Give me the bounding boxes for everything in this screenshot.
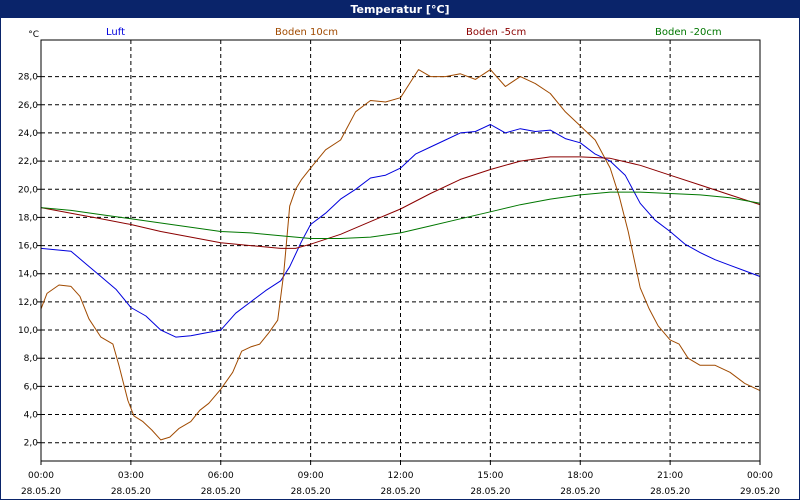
y-tick-label: 12,0 [18,298,38,308]
y-axis-unit: °C [28,30,39,40]
window-title: Temperatur [°C] [1,1,799,18]
series-boden-10cm [40,69,761,441]
y-tick-label: 18,0 [18,213,38,223]
series-boden-minus5cm [40,156,761,249]
x-tick-date: 28.05.20 [201,487,241,497]
series-luft [40,124,761,338]
x-tick-date: 29.05.20 [740,487,780,497]
x-tick-time: 09:00 [298,471,324,481]
y-tick-label: 28,0 [18,73,38,83]
legend-luft: Luft [106,27,125,38]
y-tick-label: 14,0 [18,270,38,280]
x-tick-date: 28.05.20 [111,487,151,497]
x-tick-date: 28.05.20 [560,487,600,497]
x-tick-time: 21:00 [657,471,683,481]
axes [37,39,761,465]
temperature-chart: 2,0 4,0 6,0 8,0 10,0 12,0 14,0 16,0 18,0 20,0 22,0… [18,30,780,497]
y-tick-label: 16,0 [18,242,38,252]
x-tick-date: 28.05.20 [291,487,331,497]
x-tick-time: 00:00 [747,471,773,481]
x-tick-date: 28.05.20 [470,487,510,497]
y-tick-label: 4,0 [24,411,39,421]
series-lines [40,69,761,441]
x-tick-time: 15:00 [477,471,503,481]
tick-labels: 2,0 4,0 6,0 8,0 10,0 12,0 14,0 16,0 18,0 20,0 22,0… [18,30,780,497]
x-tick-date: 28.05.20 [380,487,420,497]
x-tick-time: 03:00 [118,471,144,481]
x-tick-date: 28.05.20 [21,487,61,497]
y-tick-label: 10,0 [18,326,38,336]
plot-frame [40,39,761,462]
legend-boden-minus20cm: Boden -20cm [655,27,722,38]
y-tick-label: 6,0 [24,382,39,392]
y-tick-label: 22,0 [18,157,38,167]
x-tick-time: 12:00 [388,471,414,481]
series-boden-minus20cm [40,191,761,239]
x-tick-time: 06:00 [208,471,234,481]
y-tick-label: 24,0 [18,129,38,139]
x-tick-time: 18:00 [567,471,593,481]
x-tick-time: 00:00 [28,471,54,481]
legend-boden-10cm: Boden 10cm [275,27,338,38]
y-tick-label: 2,0 [24,439,39,449]
y-tick-label: 8,0 [24,354,39,364]
y-tick-label: 20,0 [18,185,38,195]
grid-lines [41,40,760,461]
x-tick-date: 28.05.20 [650,487,690,497]
legend-boden-minus5cm: Boden -5cm [466,27,527,38]
y-tick-label: 26,0 [18,101,38,111]
